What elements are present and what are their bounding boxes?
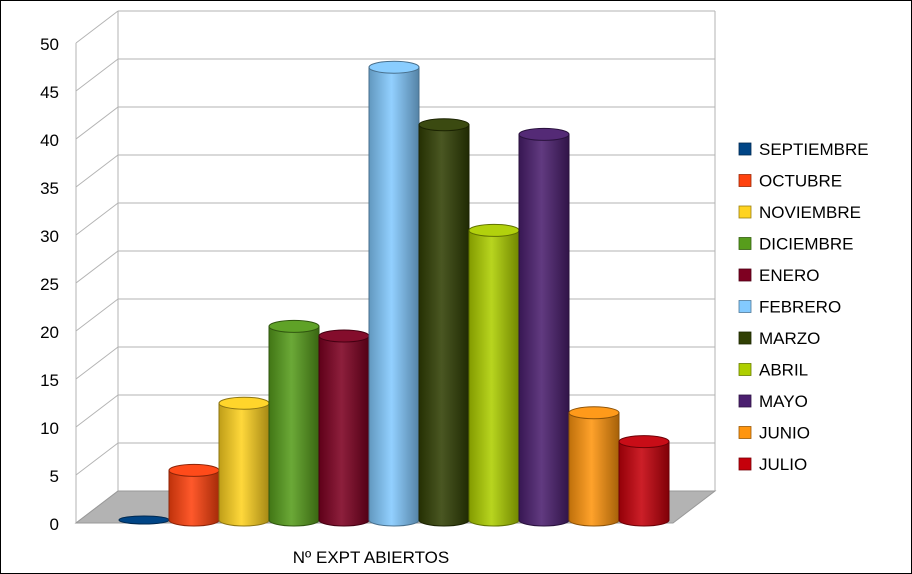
legend-label: MARZO: [759, 329, 820, 348]
y-tick-label: 5: [50, 467, 59, 486]
bar-enero: [318, 329, 370, 527]
bar-julio: [618, 435, 670, 527]
bar-top: [618, 435, 670, 449]
y-tick-label: 40: [40, 131, 59, 150]
gridline-side: [75, 202, 119, 236]
bar-body: [568, 412, 620, 527]
gridline-side: [75, 154, 119, 188]
legend-item: DICIEMBRE: [738, 235, 853, 254]
bar-top: [218, 396, 270, 410]
legend-item: ENERO: [738, 266, 819, 285]
legend-swatch: [738, 331, 752, 345]
legend-swatch: [738, 174, 752, 187]
bar-top: [568, 406, 620, 420]
legend-item: JULIO: [738, 455, 807, 474]
legend-label: FEBRERO: [759, 298, 841, 317]
legend-swatch: [738, 142, 752, 156]
bar-body: [468, 229, 520, 527]
bars: [118, 60, 670, 527]
bar-top: [468, 223, 520, 237]
bar-body: [218, 402, 270, 527]
legend-item: FEBRERO: [738, 298, 841, 317]
y-tick-label: 20: [40, 323, 59, 342]
bar-top: [318, 329, 370, 343]
gridline-side: [75, 10, 119, 44]
x-axis-label: Nº EXPT ABIERTOS: [293, 548, 449, 567]
gridline-side: [75, 58, 119, 92]
bar-top: [168, 463, 220, 477]
legend-label: SEPTIEMBRE: [759, 140, 869, 159]
legend-item: SEPTIEMBRE: [738, 140, 869, 159]
legend-label: JULIO: [759, 455, 807, 474]
legend-label: OCTUBRE: [759, 172, 842, 191]
legend-label: ENERO: [759, 266, 819, 285]
legend: SEPTIEMBRE OCTUBRE NOVIEMBRE DICIEMBRE ENERO…: [738, 140, 869, 474]
y-tick-label: 45: [40, 83, 59, 102]
y-tick-label: 0: [50, 515, 59, 534]
legend-item: MARZO: [738, 329, 820, 348]
bar-top: [268, 319, 320, 333]
legend-swatch: [738, 426, 752, 439]
legend-label: JUNIO: [759, 424, 810, 443]
y-tick-label: 10: [40, 419, 59, 438]
legend-swatch: [738, 237, 752, 250]
bar-body: [368, 66, 420, 527]
legend-label: DICIEMBRE: [759, 235, 853, 254]
bar-top: [368, 60, 420, 74]
y-tick-label: 30: [40, 227, 59, 246]
legend-item: MAYO: [738, 392, 808, 411]
y-tick-label: 15: [40, 371, 59, 390]
gridline-side: [75, 442, 119, 476]
bar-flat-disc: [118, 515, 170, 525]
legend-swatch: [738, 268, 752, 282]
legend-item: NOVIEMBRE: [738, 203, 861, 222]
bar-body: [318, 335, 370, 527]
legend-swatch: [738, 394, 752, 408]
bar-body: [268, 325, 320, 527]
bar-body: [168, 469, 220, 527]
bar-septiembre: [118, 515, 170, 525]
legend-swatch: [738, 300, 752, 313]
bar-diciembre: [268, 319, 320, 527]
gridline-side: [75, 298, 119, 332]
gridline-side: [75, 250, 119, 284]
legend-item: ABRIL: [738, 361, 808, 380]
legend-label: NOVIEMBRE: [759, 203, 861, 222]
bar-abril: [468, 223, 520, 527]
bar-junio: [568, 406, 620, 527]
legend-item: OCTUBRE: [738, 172, 842, 191]
bar-noviembre: [218, 396, 270, 527]
bar-body: [518, 133, 570, 527]
legend-swatch: [738, 363, 752, 376]
bar-body: [418, 124, 470, 527]
gridline-side: [75, 106, 119, 140]
legend-label: ABRIL: [759, 361, 808, 380]
legend-item: JUNIO: [738, 424, 810, 443]
y-tick-label: 25: [40, 275, 59, 294]
bar-body: [618, 441, 670, 527]
bar-octubre: [168, 463, 220, 527]
bar-top: [518, 127, 570, 141]
legend-swatch: [738, 457, 752, 471]
y-tick-label: 50: [40, 35, 59, 54]
y-tick-label: 35: [40, 179, 59, 198]
gridline-side: [75, 394, 119, 428]
bar-marzo: [418, 118, 470, 527]
bar-febrero: [368, 60, 420, 527]
legend-swatch: [738, 205, 752, 219]
bar-top: [418, 118, 470, 132]
y-axis-ticks: 0 5 10 15 20 25 30 35 40 45 50: [40, 35, 59, 534]
gridline-side: [75, 346, 119, 380]
legend-label: MAYO: [759, 392, 808, 411]
bar-mayo: [518, 127, 570, 527]
